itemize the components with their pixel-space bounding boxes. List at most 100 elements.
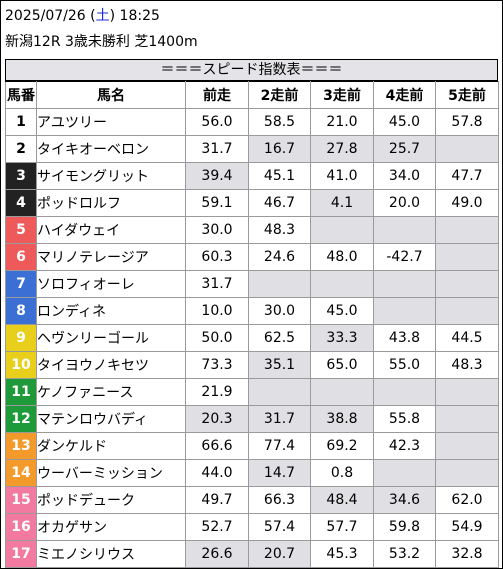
col-header-umaban: 馬番 — [5, 81, 37, 109]
horse-number: 15 — [5, 486, 37, 514]
horse-name: サイモングリット — [36, 162, 186, 190]
speed-index-cell: 66.6 — [185, 432, 249, 460]
col-header-5-races-ago: 5走前 — [435, 81, 499, 109]
table-row: 14 ウーバーミッション 44.0 14.7 0.8 — [5, 459, 499, 487]
speed-index-cell — [310, 378, 374, 406]
horse-number: 14 — [5, 459, 37, 487]
speed-index-cell — [435, 405, 499, 433]
speed-index-cell: 50.0 — [185, 324, 249, 352]
table-header-row: 馬番 馬名 前走 2走前 3走前 4走前 5走前 — [5, 81, 499, 109]
speed-index-cell: 60.3 — [185, 243, 249, 271]
speed-index-cell: 65.0 — [310, 351, 374, 379]
speed-index-cell: 24.6 — [248, 243, 311, 271]
speed-index-cell: 34.0 — [373, 162, 436, 190]
horse-name: ウーバーミッション — [36, 459, 186, 487]
col-header-2-races-ago: 2走前 — [248, 81, 311, 109]
table-row: 7 ソロフィオーレ 31.7 — [5, 270, 499, 298]
speed-index-cell: 26.6 — [185, 540, 249, 568]
speed-index-cell: 20.3 — [185, 405, 249, 433]
table-row: 13 ダンケルド 66.6 77.4 69.2 42.3 — [5, 432, 499, 460]
speed-index-cell: 49.7 — [185, 486, 249, 514]
horse-name: ハイダウェイ — [36, 216, 186, 244]
table-row: 15 ポッドデューク 49.7 66.3 48.4 34.6 62.0 — [5, 486, 499, 514]
speed-index-cell: 54.9 — [435, 513, 499, 541]
table-banner: ＝＝＝スピード指数表＝＝＝ — [5, 59, 498, 81]
race-time: 18:25 — [119, 8, 160, 24]
col-header-horse-name: 馬名 — [36, 81, 186, 109]
speed-index-cell — [248, 270, 311, 298]
speed-index-cell: 34.6 — [373, 486, 436, 514]
speed-index-cell: 47.7 — [435, 162, 499, 190]
speed-index-cell — [435, 432, 499, 460]
speed-index-cell: 52.7 — [185, 513, 249, 541]
table-row: 3 サイモングリット 39.4 45.1 41.0 34.0 47.7 — [5, 162, 499, 190]
speed-index-cell — [373, 216, 436, 244]
speed-index-cell: 14.7 — [248, 459, 311, 487]
table-row: 12 マテンロウバディ 20.3 31.7 38.8 55.8 — [5, 405, 499, 433]
horse-number: 13 — [5, 432, 37, 460]
speed-index-cell: 57.8 — [435, 108, 499, 136]
speed-index-cell: 59.1 — [185, 189, 249, 217]
race-datetime: 2025/07/26 (土) 18:25 — [5, 6, 160, 26]
col-header-last-race: 前走 — [185, 81, 249, 109]
speed-index-cell: 55.8 — [373, 405, 436, 433]
table-row: 8 ロンディネ 10.0 30.0 45.0 — [5, 297, 499, 325]
horse-number: 11 — [5, 378, 37, 406]
horse-number: 7 — [5, 270, 37, 298]
table-row: 4 ポッドロルフ 59.1 46.7 4.1 20.0 49.0 — [5, 189, 499, 217]
horse-number: 16 — [5, 513, 37, 541]
table-row: 1 アユツリー 56.0 58.5 21.0 45.0 57.8 — [5, 108, 499, 136]
speed-index-cell — [373, 459, 436, 487]
horse-name: ケノファニース — [36, 378, 186, 406]
horse-name: ソロフィオーレ — [36, 270, 186, 298]
speed-index-cell: 45.0 — [373, 108, 436, 136]
horse-number: 3 — [5, 162, 37, 190]
speed-index-cell: 30.0 — [185, 216, 249, 244]
speed-index-cell: 35.1 — [248, 351, 311, 379]
speed-index-cell: 38.8 — [310, 405, 374, 433]
weekday-close: ) — [109, 8, 116, 24]
speed-index-cell: 46.7 — [248, 189, 311, 217]
speed-index-cell — [373, 378, 436, 406]
horse-name: タイキオーベロン — [36, 135, 186, 163]
horse-name: アユツリー — [36, 108, 186, 136]
speed-index-cell: 27.8 — [310, 135, 374, 163]
speed-index-cell: 77.4 — [248, 432, 311, 460]
speed-index-cell — [435, 270, 499, 298]
speed-index-cell: 44.5 — [435, 324, 499, 352]
horse-name: オカゲサン — [36, 513, 186, 541]
horse-number: 8 — [5, 297, 37, 325]
speed-index-cell — [435, 459, 499, 487]
speed-index-cell — [373, 297, 436, 325]
horse-number: 1 — [5, 108, 37, 136]
speed-index-cell: 48.3 — [435, 351, 499, 379]
speed-index-cell: -42.7 — [373, 243, 436, 271]
horse-name: ダンケルド — [36, 432, 186, 460]
horse-name: ロンディネ — [36, 297, 186, 325]
speed-index-cell: 43.8 — [373, 324, 436, 352]
speed-index-cell: 55.0 — [373, 351, 436, 379]
table-row: 10 タイヨウノキセツ 73.3 35.1 65.0 55.0 48.3 — [5, 351, 499, 379]
speed-index-cell: 58.5 — [248, 108, 311, 136]
speed-index-cell: 21.0 — [310, 108, 374, 136]
table-body: 1 アユツリー 56.0 58.5 21.0 45.0 57.8 2 タイキオーベロン 31.7 1… — [5, 108, 499, 568]
speed-index-cell — [435, 297, 499, 325]
col-header-4-races-ago: 4走前 — [373, 81, 436, 109]
speed-index-cell: 20.7 — [248, 540, 311, 568]
speed-index-cell: 62.0 — [435, 486, 499, 514]
speed-index-cell: 42.3 — [373, 432, 436, 460]
horse-name: タイヨウノキセツ — [36, 351, 186, 379]
speed-index-cell: 48.4 — [310, 486, 374, 514]
speed-index-cell: 30.0 — [248, 297, 311, 325]
speed-index-cell: 48.0 — [310, 243, 374, 271]
horse-number: 2 — [5, 135, 37, 163]
horse-number: 12 — [5, 405, 37, 433]
horse-number: 6 — [5, 243, 37, 271]
horse-number: 10 — [5, 351, 37, 379]
speed-index-cell — [373, 270, 436, 298]
speed-index-cell: 56.0 — [185, 108, 249, 136]
horse-number: 9 — [5, 324, 37, 352]
table-row: 11 ケノファニース 21.9 — [5, 378, 499, 406]
speed-index-cell: 10.0 — [185, 297, 249, 325]
